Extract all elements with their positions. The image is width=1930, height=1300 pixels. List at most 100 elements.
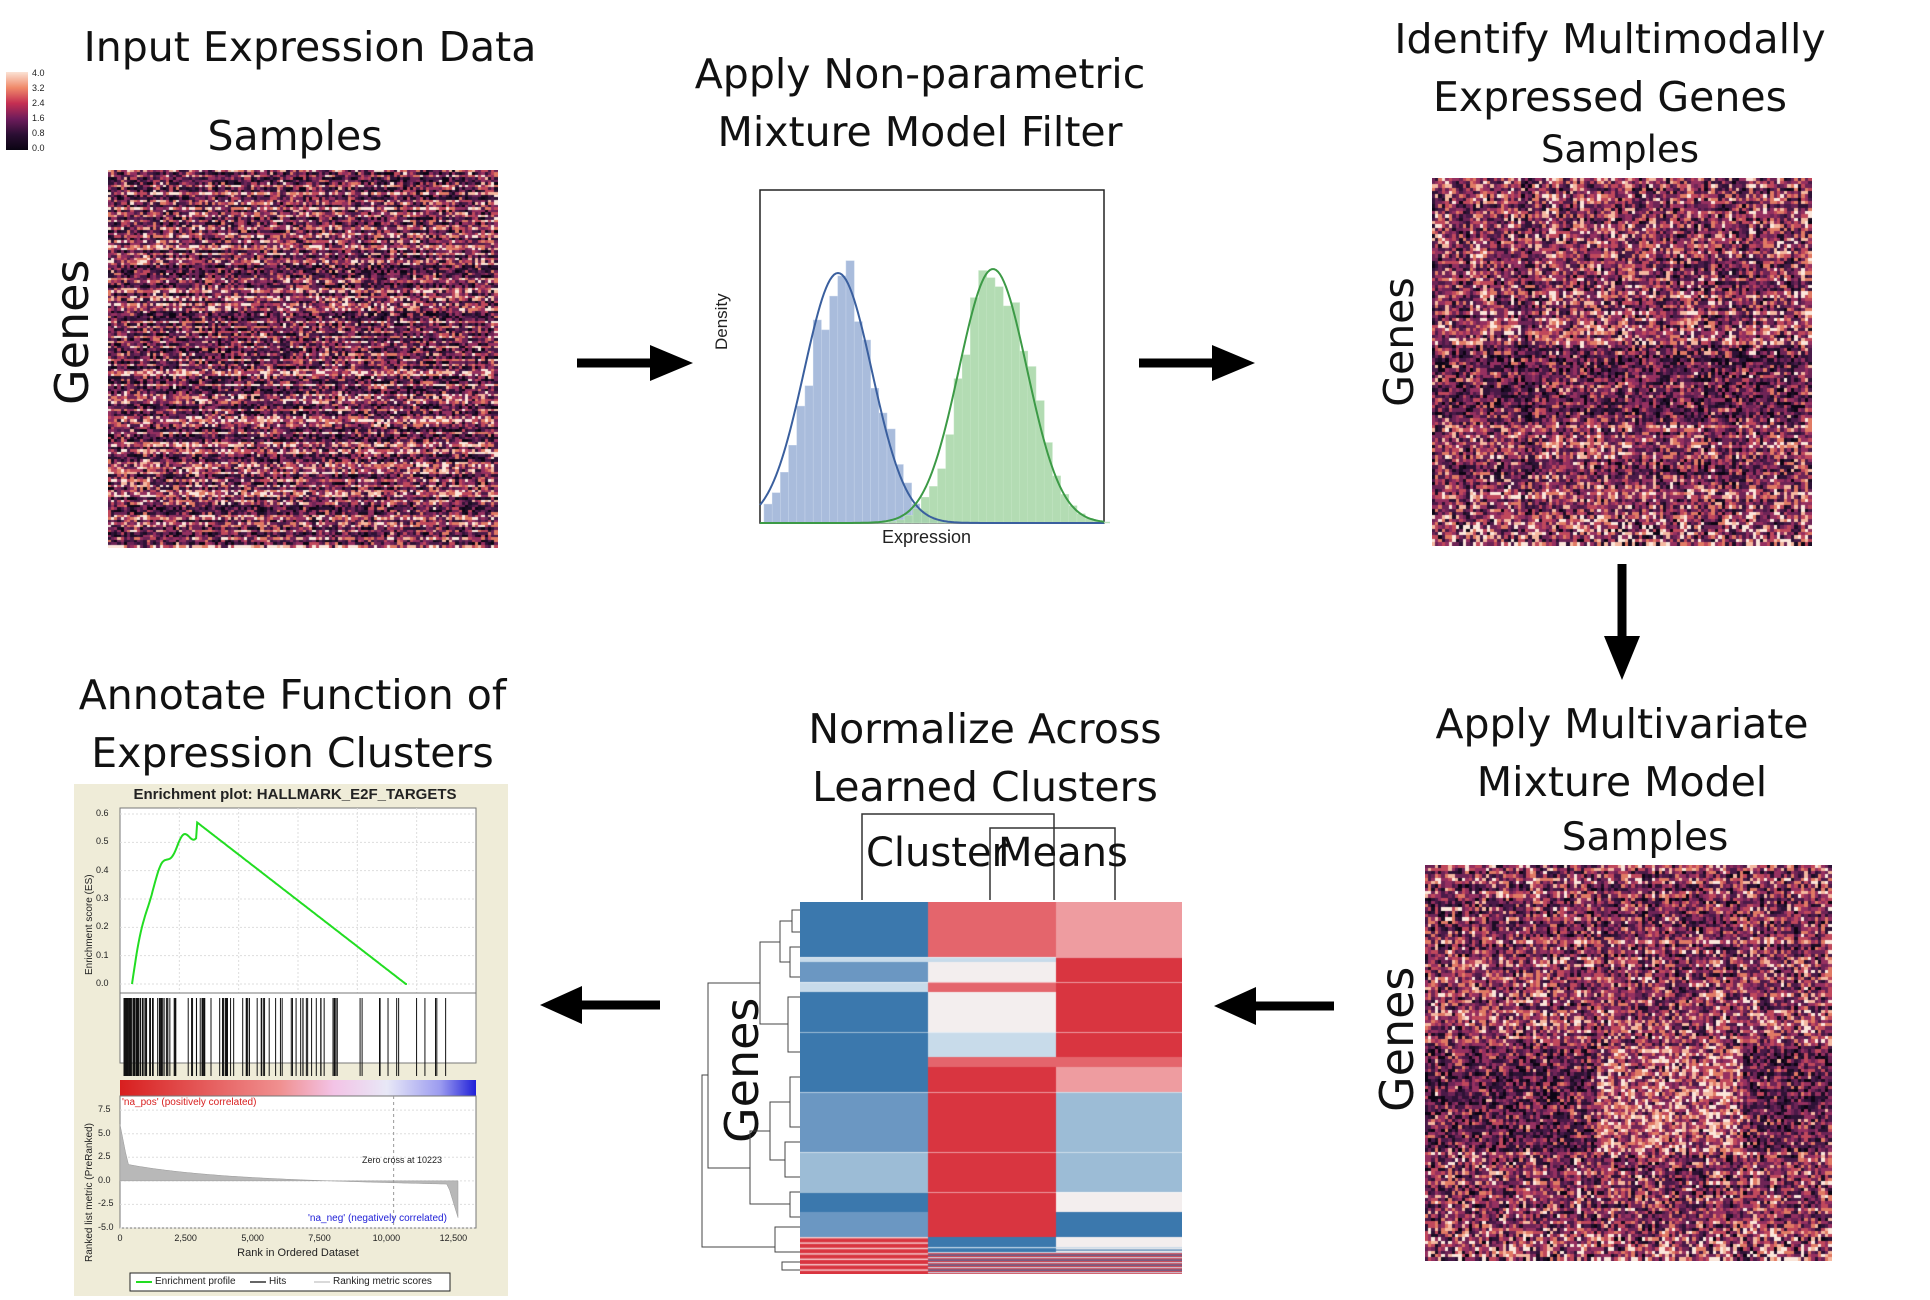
es-tick-label: 0.0 [96,978,109,988]
histogram-bar [961,354,971,524]
colorbar-tick: 3.2 [32,83,45,93]
step3-title-line2: Expressed Genes [1433,73,1787,121]
step4-samples-label: Samples [1561,815,1729,860]
density-axis-label: Density [712,293,731,350]
step5-title-line1: Normalize Across [808,705,1162,753]
step1-genes-label: Genes [45,259,99,405]
x-tick-label: 0 [117,1233,123,1243]
step3-samples-label: Samples [1540,128,1699,171]
colorbar-tick: 1.6 [32,113,45,123]
histogram-bar [1011,302,1020,524]
histogram-bar [896,519,906,524]
step2-title-line1: Apply Non-parametric [694,50,1146,98]
colorbar-ticks: 4.0 3.2 2.4 1.6 0.8 0.0 [32,68,62,154]
es-tick-label: 0.6 [96,808,109,818]
arrow-right-1 [577,345,693,381]
histogram-bar [1002,305,1012,524]
step3-genes-label: Genes [1375,277,1423,407]
histogram-bar [804,385,814,524]
histogram-bar [970,297,979,524]
histogram-bar [1019,350,1029,524]
column-dendrogram [861,813,1116,900]
cluster-means-heatmap [800,902,1182,1274]
step4-title-line1: Apply Multivariate [1435,700,1809,748]
rank-tick-label: 5.0 [98,1127,111,1138]
cluster-label: Cluster [866,830,1008,876]
x-tick-label: 10,000 [372,1233,401,1243]
histogram-bar [920,496,930,524]
arrow-down [1604,564,1640,680]
legend-enrichment-profile: Enrichment profile [155,1276,236,1287]
rank-x-axis-label: Rank in Ordered Dataset [237,1247,359,1259]
colorbar-tick: 2.4 [32,98,45,108]
x-tick-label: 7,500 [308,1233,331,1243]
histogram-bar [870,388,880,524]
colorbar-tick: 0.8 [32,128,45,138]
rank-tick-label: -2.5 [98,1198,114,1209]
histogram-bar [953,378,963,524]
multimodal-heatmap [1432,178,1812,546]
histogram-bar [912,508,922,524]
histogram-bar [904,515,914,524]
histogram-bar [994,286,1004,524]
histogram-bar [788,444,798,524]
histogram-bar [1035,400,1045,524]
histogram-bar [862,339,871,524]
step6-title-line1: Annotate Function of [78,671,507,719]
histogram-bar [812,319,822,524]
es-tick-label: 0.5 [96,836,109,847]
histogram-bar [780,472,789,524]
colorbar [6,72,28,150]
colorbar-tick: 4.0 [32,68,45,78]
multivariate-heatmap [1425,865,1832,1261]
positive-correlation-label: 'na_pos' (positively correlated) [122,1097,257,1108]
histogram-bar [886,428,896,524]
row-dendrogram [701,909,800,1271]
arrow-right-2 [1139,345,1255,381]
zero-cross-label: Zero cross at 10223 [362,1155,443,1165]
step1-samples-label: Samples [207,112,383,160]
es-tick-label: 0.2 [96,921,109,932]
histogram-bar [888,521,897,524]
means-label: Means [998,830,1128,876]
step2-title-line2: Mixture Model Filter [717,108,1123,156]
histogram-bar [945,434,955,524]
expression-axis-label: Expression [882,527,972,547]
histogram-bar [763,503,773,524]
rank-axis-label: Ranked list metric (PreRanked) [84,1123,95,1262]
es-tick-label: 0.3 [96,893,109,903]
es-tick-label: 0.1 [96,949,109,960]
negative-correlation-label: 'na_neg' (negatively correlated) [308,1213,447,1224]
step5-title-line2: Learned Clusters [812,763,1158,811]
histogram-bar [845,260,855,524]
step4-title-line2: Mixture Model [1476,758,1768,806]
rank-tick-label: 0.0 [98,1174,111,1185]
x-tick-label: 2,500 [174,1233,197,1243]
histogram-bar [796,405,806,524]
histogram-bar [837,275,847,524]
density-histogram [759,189,1110,524]
legend-ranking-metric: Ranking metric scores [333,1276,432,1287]
es-axis-label: Enrichment score (ES) [84,874,95,975]
gsea-enrichment-chart [119,807,477,1292]
step4-genes-label: Genes [1370,966,1424,1112]
arrow-left-1 [1214,987,1334,1025]
rank-tick-label: -5.0 [98,1222,114,1232]
rank-tick-label: 7.5 [98,1104,111,1115]
legend-hits: Hits [269,1276,287,1287]
histogram-bar [821,329,830,524]
colorbar-tick: 0.0 [32,143,45,153]
x-tick-label: 12,500 [439,1233,468,1243]
rank-tick-label: 2.5 [98,1151,111,1162]
step1-title: Input Expression Data [83,23,537,71]
x-tick-label: 5,000 [241,1233,264,1243]
step6-title-line2: Expression Clusters [91,729,494,777]
histogram-bar [829,295,839,524]
histogram-bar [771,492,781,524]
step3-title-line1: Identify Multimodally [1394,15,1826,63]
es-tick-label: 0.4 [96,864,109,875]
gsea-plot-title: Enrichment plot: HALLMARK_E2F_TARGETS [133,786,457,803]
input-heatmap [108,170,498,548]
histogram-bar [978,270,988,524]
histogram-bar [853,321,863,524]
